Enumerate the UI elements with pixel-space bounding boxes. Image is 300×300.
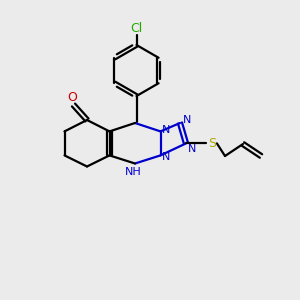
Text: O: O: [67, 91, 77, 104]
Text: Cl: Cl: [130, 22, 142, 35]
Text: N: N: [162, 125, 170, 135]
Text: NH: NH: [125, 167, 142, 177]
Text: N: N: [188, 144, 196, 154]
Text: S: S: [208, 137, 216, 150]
Text: N: N: [182, 115, 191, 125]
Text: N: N: [162, 152, 170, 162]
